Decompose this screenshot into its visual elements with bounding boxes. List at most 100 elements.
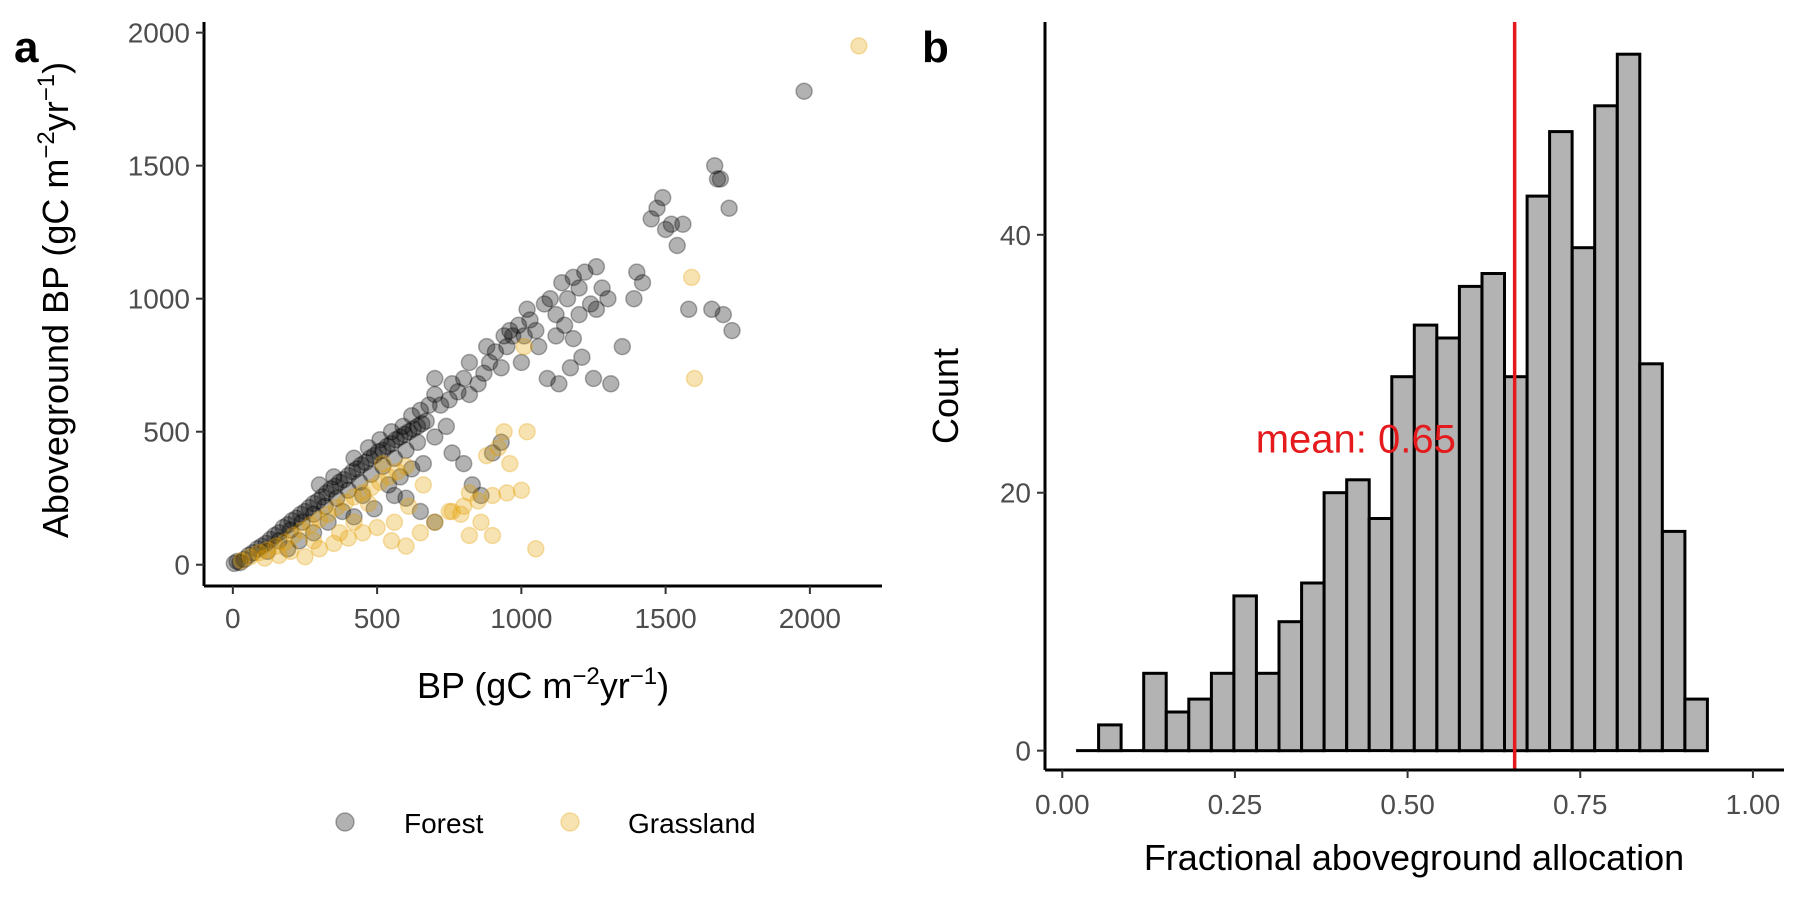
scatter-point-grassland [339, 529, 358, 547]
scatter-point-forest [394, 417, 412, 436]
scatter-point-grassland [330, 524, 349, 542]
scatter-point-forest [720, 199, 738, 217]
scatter-point-grassland [284, 526, 303, 545]
scatter-point-forest [270, 524, 288, 542]
scatter-point-grassland [267, 537, 285, 555]
scatter-point-forest [385, 449, 404, 468]
scatter-point-forest [477, 337, 496, 356]
histogram-bar [1164, 710, 1191, 753]
scatter-point-forest [723, 321, 741, 340]
scatter-point-forest [648, 199, 666, 217]
scatter-point-forest [231, 553, 249, 572]
histogram-bars [1076, 52, 1709, 753]
scatter-point-forest [362, 465, 381, 484]
scatter-point-forest [293, 513, 311, 531]
scatter-point-forest [228, 552, 246, 571]
scatter-point-forest [642, 210, 660, 228]
scatter-point-grassland [518, 422, 536, 441]
scatter-point-grassland [385, 513, 404, 531]
scatter-point-grassland [685, 369, 704, 388]
scatter-point-forest [248, 540, 267, 558]
scatter-point-forest [492, 359, 510, 377]
scatter-point-grassland [483, 486, 502, 505]
histogram-bar [1525, 194, 1552, 753]
histogram-bar [1683, 697, 1709, 753]
histogram-bar [1232, 594, 1258, 753]
scatter-point-forest [290, 532, 308, 550]
scatter-point-grassland [301, 516, 320, 534]
x-tick-label: 2000 [779, 603, 841, 634]
scatter-point-forest [417, 412, 435, 430]
scatter-point-forest [602, 375, 620, 393]
legend-label-grassland: Grassland [628, 808, 756, 839]
scatter-point-forest [555, 316, 574, 335]
scatter-point-forest [335, 470, 353, 489]
scatter-point-forest [235, 550, 254, 569]
scatter-point-forest [333, 502, 352, 521]
scatter-point-forest [408, 433, 427, 452]
scatter-point-forest [518, 300, 536, 319]
scatter-point-grassland [440, 502, 458, 521]
scatter-point-grassland [460, 526, 479, 545]
scatter-point-forest [564, 329, 583, 348]
scatter-point-forest [283, 512, 301, 530]
scatter-point-forest [327, 489, 346, 507]
scatter-point-forest [287, 509, 306, 527]
scatter-panel: a 0 500 1000 1500 2000 0 500 1000 1500 2000 BP (g… [14, 18, 882, 839]
scatter-point-forest [558, 289, 577, 308]
scatter-point-grassland [362, 478, 381, 497]
scatter-point-forest [382, 422, 401, 441]
legend-key-forest [335, 812, 355, 832]
histogram-bar [1097, 723, 1123, 753]
scatter-point-grassland [495, 422, 513, 441]
scatter-point-forest [348, 460, 366, 478]
scatter-point-grassland [460, 484, 479, 502]
scatter-point-forest [225, 554, 244, 573]
scatter-point-forest [480, 353, 499, 372]
scatter-point-forest [463, 476, 482, 494]
scatter-point-forest [387, 430, 405, 449]
scatter-point-forest [443, 375, 461, 393]
scatter-point-grassland [469, 492, 487, 510]
histogram-bar [1638, 362, 1664, 753]
scatter-point-forest [309, 492, 327, 510]
x-tick-label: 0.50 [1380, 789, 1435, 820]
scatter-point-forest [278, 516, 297, 534]
scatter-point-forest [369, 442, 388, 461]
scatter-point-forest [257, 534, 275, 553]
scatter-point-forest [400, 422, 418, 441]
scatter-point-grassland [515, 337, 533, 356]
histogram-bar [1345, 478, 1371, 753]
scatter-point-forest [437, 417, 456, 436]
scatter-point-forest [374, 441, 392, 460]
scatter-point-grassland [472, 513, 490, 531]
histogram-bar [1570, 246, 1597, 753]
scatter-point-forest [503, 327, 522, 345]
scatter-point-forest [426, 369, 444, 388]
scatter-point-forest [535, 295, 554, 313]
scatter-point-grassland [232, 551, 251, 570]
scatter-point-forest [633, 273, 652, 292]
scatter-point-grassland [327, 498, 346, 517]
scatter-point-grassland [850, 37, 868, 55]
scatter-point-forest [599, 289, 617, 308]
scatter-point-forest [411, 502, 430, 521]
scatter-point-forest [570, 279, 588, 297]
scatter-point-grassland [345, 488, 363, 506]
y-tick-label: 20 [1000, 478, 1031, 509]
scatter-point-forest [411, 401, 430, 420]
histogram-bar [1435, 336, 1461, 753]
legend: Forest Grassland [335, 808, 756, 839]
scatter-point-grassland [397, 457, 415, 476]
scatter-point-grassland [512, 481, 531, 499]
scatter-point-grassland [501, 454, 519, 473]
scatter-point-grassland [414, 476, 433, 494]
scatter-point-grassland [310, 540, 329, 558]
scatter-point-forest [322, 480, 340, 498]
scatter-point-forest [278, 540, 297, 558]
scatter-point-forest [265, 526, 284, 545]
scatter-point-forest [261, 530, 280, 549]
x-tick-label: 1500 [634, 603, 696, 634]
scatter-point-forest [705, 156, 724, 175]
